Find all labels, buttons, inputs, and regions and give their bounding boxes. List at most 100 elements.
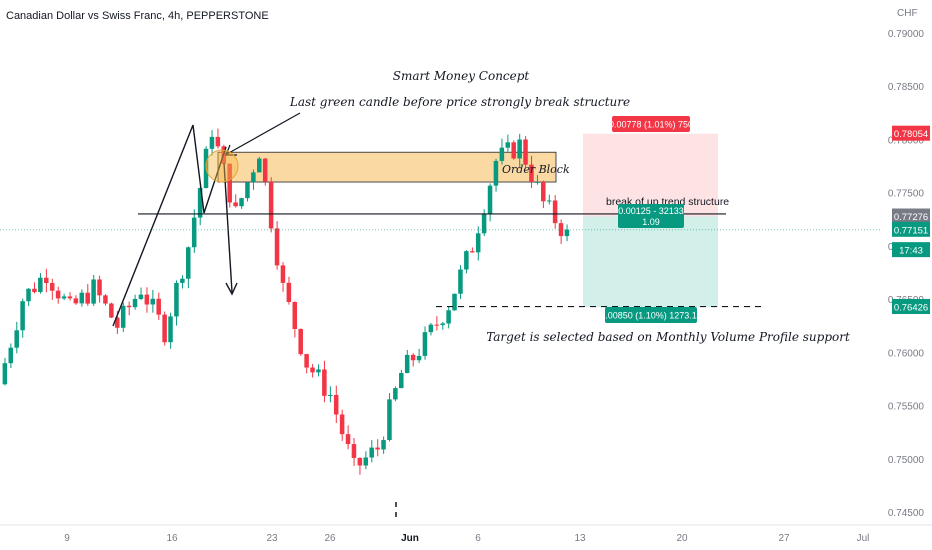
x-tick-label: 9 (64, 533, 70, 544)
candle-highlight (205, 149, 239, 183)
x-tick-label: 27 (778, 533, 790, 544)
candle-body (428, 324, 434, 333)
candle-body (233, 202, 238, 207)
candle-body (49, 283, 55, 291)
candle-body (215, 136, 221, 147)
candle-body (120, 305, 126, 328)
target-label: 0.00850 (1.10%) 1273.14 (600, 311, 702, 321)
candle-body (475, 233, 481, 253)
candle-body (541, 181, 546, 202)
candle-body (186, 247, 191, 279)
candle-body (523, 139, 528, 165)
price-label-bg (892, 208, 930, 224)
currency-label: CHF (897, 8, 918, 19)
x-tick-label: 23 (266, 533, 278, 544)
candle-body (55, 290, 61, 299)
candle-body (499, 147, 505, 161)
candle-body (393, 388, 398, 400)
x-tick-label: 20 (676, 533, 688, 544)
y-tick-label: 0.77500 (888, 189, 925, 200)
candle-body (552, 200, 558, 224)
candle-body (304, 354, 309, 368)
y-tick-label: 0.75000 (888, 455, 925, 466)
stop-label-bg (612, 116, 690, 132)
candle-body (322, 369, 327, 396)
candle-body (387, 399, 392, 441)
candle-body (85, 292, 90, 304)
price-label: 0.77151 (894, 225, 928, 236)
candle-body (511, 142, 516, 159)
candle-body (464, 251, 469, 270)
candle-body (298, 329, 303, 355)
candle-body (363, 457, 369, 466)
candle-body (369, 447, 374, 458)
price-label: 0.78054 (894, 129, 928, 140)
candle-body (458, 269, 463, 294)
candle-body (191, 217, 197, 248)
candle-body (162, 314, 167, 343)
candle-body (32, 288, 37, 293)
candle-body (280, 265, 286, 283)
candle-body (351, 444, 357, 458)
candle-body (126, 305, 132, 308)
candle-body (44, 277, 49, 284)
trend-lines (112, 124, 227, 327)
candle-body (174, 282, 179, 317)
price-label-bg (892, 125, 930, 141)
candle-body (339, 414, 345, 435)
candle-body (381, 440, 386, 450)
candle-body (144, 294, 150, 305)
candle-body (26, 288, 31, 302)
candle-body (416, 355, 422, 361)
entry-label-bg (618, 204, 684, 228)
candle-body (404, 354, 410, 373)
candle-body (150, 298, 156, 305)
candle-body (310, 367, 315, 373)
candle-body (180, 278, 185, 283)
annotation-target: Target is selected based on Monthly Volu… (486, 330, 850, 344)
candle-body (399, 372, 404, 389)
x-tick-label: Jul (857, 533, 870, 544)
candle-body (20, 301, 25, 331)
candle-body (481, 214, 487, 234)
y-tick-label: 0.78500 (888, 82, 925, 93)
candle-body (109, 303, 114, 318)
annotation-last-green: Last green candle before price strongly … (289, 95, 630, 109)
candle-body (422, 332, 428, 356)
price-label-bg (892, 242, 930, 258)
candle-body (470, 251, 475, 253)
candle-body (156, 298, 161, 315)
price-label-bg (892, 298, 930, 314)
candle-body (440, 323, 445, 326)
candle-body (168, 316, 173, 343)
y-tick-label: 0.74500 (888, 508, 925, 519)
price-label: 17:43 (899, 246, 923, 257)
candle-body (446, 310, 451, 324)
candle-body (529, 164, 534, 183)
candle-body (517, 139, 522, 159)
candle-body (328, 394, 333, 396)
entry-label-ratio: 1.09 (642, 217, 660, 227)
candle-body (14, 330, 19, 348)
target-label-bg (605, 307, 697, 323)
x-tick-label: 16 (166, 533, 178, 544)
candle-body (505, 142, 511, 148)
candle-body (132, 298, 138, 308)
candle-body (410, 354, 416, 361)
y-tick-label: 0.79000 (888, 29, 925, 40)
price-label: 0.76426 (894, 302, 928, 313)
candle-body (286, 282, 292, 303)
candle-body (97, 279, 102, 296)
price-label: 0.77276 (894, 212, 928, 223)
candle-body (564, 229, 570, 237)
candle-body (2, 363, 8, 385)
candle-body (452, 293, 457, 311)
annotation-concept: Smart Money Concept (393, 69, 530, 83)
pointer-arrow (226, 112, 301, 155)
candle-body (357, 457, 363, 466)
candle-body (245, 182, 250, 199)
candles (2, 128, 570, 475)
x-tick-label: Jun (401, 533, 419, 544)
